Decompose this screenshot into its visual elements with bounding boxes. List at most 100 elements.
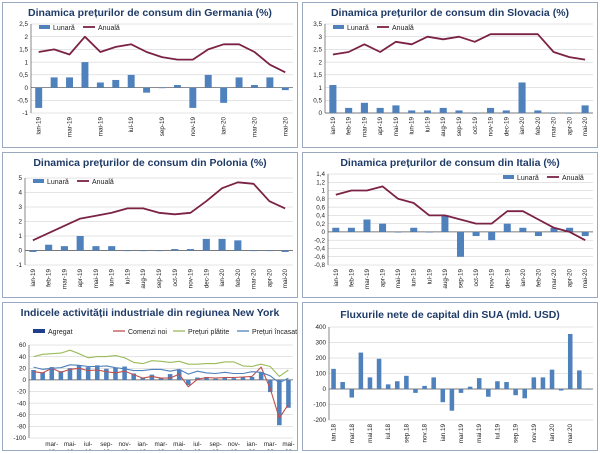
bar-nov-18	[122, 366, 127, 380]
y-tick-label: 300	[315, 340, 326, 347]
chart-italia: -0,8-0,6-0,4 -0,200,20,4 0,60,81 1,21,4 ian-…	[314, 171, 593, 289]
bar-iul-19	[127, 74, 135, 88]
bar-feb-19	[149, 374, 155, 380]
bar-mai-20	[281, 250, 289, 252]
bar-mar-19	[360, 102, 368, 113]
bar-iun-19	[112, 79, 120, 88]
y-tick-label: -20	[17, 389, 27, 396]
x-tick-label: iun-19	[411, 269, 418, 287]
x-tick-label: iul.19	[494, 424, 501, 440]
chart-slovacia: 0 0,5 1 1,5 2 2,5 3 3,5 ian-19 feb-19 mar-19 apr-19…	[313, 21, 593, 137]
y-tick-label: 0,2	[316, 221, 325, 228]
x-tick-label: nov.18	[422, 424, 429, 443]
y-tick-label: 0,5	[313, 97, 322, 104]
bar-ian-19	[329, 85, 337, 113]
bar-oct-19	[173, 85, 181, 88]
y-tick-label: 0,5	[19, 72, 28, 79]
bar-mar-20	[250, 250, 258, 252]
bar-ian.18	[331, 368, 336, 389]
x-tick-label: ian.18	[331, 424, 338, 442]
bar-dec-19	[503, 223, 511, 232]
x-tick-label: sep-19	[458, 269, 465, 289]
x-tick-year: 19	[139, 449, 147, 451]
y-tick-label: -100	[313, 402, 326, 409]
x-tick-label: nov-19	[489, 269, 496, 289]
x-tick-label: sep-19	[456, 117, 463, 137]
chart-title: Fluxurile nete de capital din SUA (mld. …	[340, 309, 560, 321]
bar-mar-19	[66, 77, 73, 88]
x-tick-label: iul-19	[426, 269, 433, 285]
x-tick-label: mar-20	[551, 117, 558, 137]
bar-mai.19	[476, 378, 482, 389]
series-line-Anuală	[32, 181, 286, 242]
bar-feb-20	[234, 240, 242, 251]
bar-apr-20	[265, 250, 273, 252]
x-tick-label: dec-19	[203, 269, 210, 289]
bar-nov.18	[422, 385, 427, 389]
x-tick-year: 18	[103, 449, 111, 451]
legend-label: Agregat	[48, 329, 73, 336]
bar-feb-19	[45, 244, 53, 251]
bar-oct-19	[171, 249, 179, 251]
x-tick-label: feb-19	[348, 269, 355, 287]
chart-panel-slovacia: Dinamica prețurilor de consum din Slovac…	[302, 2, 598, 148]
bar-feb.20	[558, 389, 564, 391]
series-line-Comenzi noi	[33, 366, 289, 419]
x-tick-label: aug-19	[442, 269, 449, 289]
bar-iul.19	[495, 381, 500, 389]
x-tick-label: ian-20	[520, 269, 527, 287]
bar-mar-19	[60, 246, 68, 251]
x-tick-label: sep.18	[403, 424, 410, 443]
bar-mai-19	[394, 231, 402, 233]
x-tick-label: mai-20	[282, 117, 289, 137]
bar-iun-19	[408, 110, 416, 113]
x-tick-label: mar-20	[251, 117, 258, 137]
y-tick-label: 0	[318, 110, 322, 117]
y-tick-label: -0,5	[17, 97, 28, 104]
bar-sep-19	[455, 110, 463, 113]
y-tick-label: 1	[321, 188, 325, 195]
bar-apr-19	[167, 374, 173, 380]
chart-title: Dinamica prețurilor de consum din Italia…	[340, 157, 560, 169]
bar-nov-19	[488, 231, 496, 241]
x-tick-label: mai.18	[367, 424, 374, 443]
y-tick-label: 2,5	[313, 47, 322, 54]
x-tick-label: apr-20	[266, 269, 273, 288]
x-tick-label: feb-19	[46, 269, 53, 287]
bar-iun-19	[410, 227, 418, 232]
legend-swatch-lunara	[503, 175, 514, 179]
y-tick-label: 1	[18, 233, 22, 240]
bar-ian.19	[440, 389, 446, 403]
chart-sua: -200 -100 0 100 200 300 400 ian.18 mar.18 mai.18 i…	[313, 324, 593, 443]
bar-mai-19	[92, 246, 100, 251]
bar-apr-20	[566, 227, 574, 232]
y-tick-label: 0,8	[316, 196, 325, 203]
bar-sep-19	[155, 250, 163, 252]
bar-iun.18	[376, 358, 382, 389]
x-tick-label: iul-19	[128, 117, 135, 133]
bar-aug-19	[439, 107, 447, 113]
x-tick-label: oct-19	[472, 117, 479, 135]
x-tick-label: iul-	[84, 441, 92, 448]
y-tick-label: 60	[19, 342, 27, 349]
bar-mar-20	[267, 379, 273, 393]
bar-mai-20	[286, 379, 291, 408]
x-tick-label: iul.18	[385, 424, 392, 440]
bar-ian-18	[31, 369, 36, 380]
y-tick-label: 100	[315, 371, 326, 378]
x-tick-label: aug-19	[440, 117, 447, 137]
bar-nov.19	[531, 377, 537, 389]
x-tick-label: feb-20	[535, 269, 542, 287]
legend-swatch-lunara	[333, 25, 344, 29]
x-tick-year: 19	[212, 449, 220, 451]
bar-apr-18	[58, 371, 64, 380]
y-tick-label: -40	[17, 400, 27, 407]
y-tick-label: 1,4	[316, 171, 325, 178]
bar-aug.18	[395, 381, 400, 389]
bar-dec-19	[502, 110, 510, 113]
bar-mai-20	[581, 105, 589, 113]
x-tick-label: ian-	[138, 441, 149, 448]
y-tick-label: 3,5	[313, 21, 322, 28]
bar-feb.18	[340, 382, 345, 389]
x-tick-label: mar-20	[251, 269, 258, 289]
